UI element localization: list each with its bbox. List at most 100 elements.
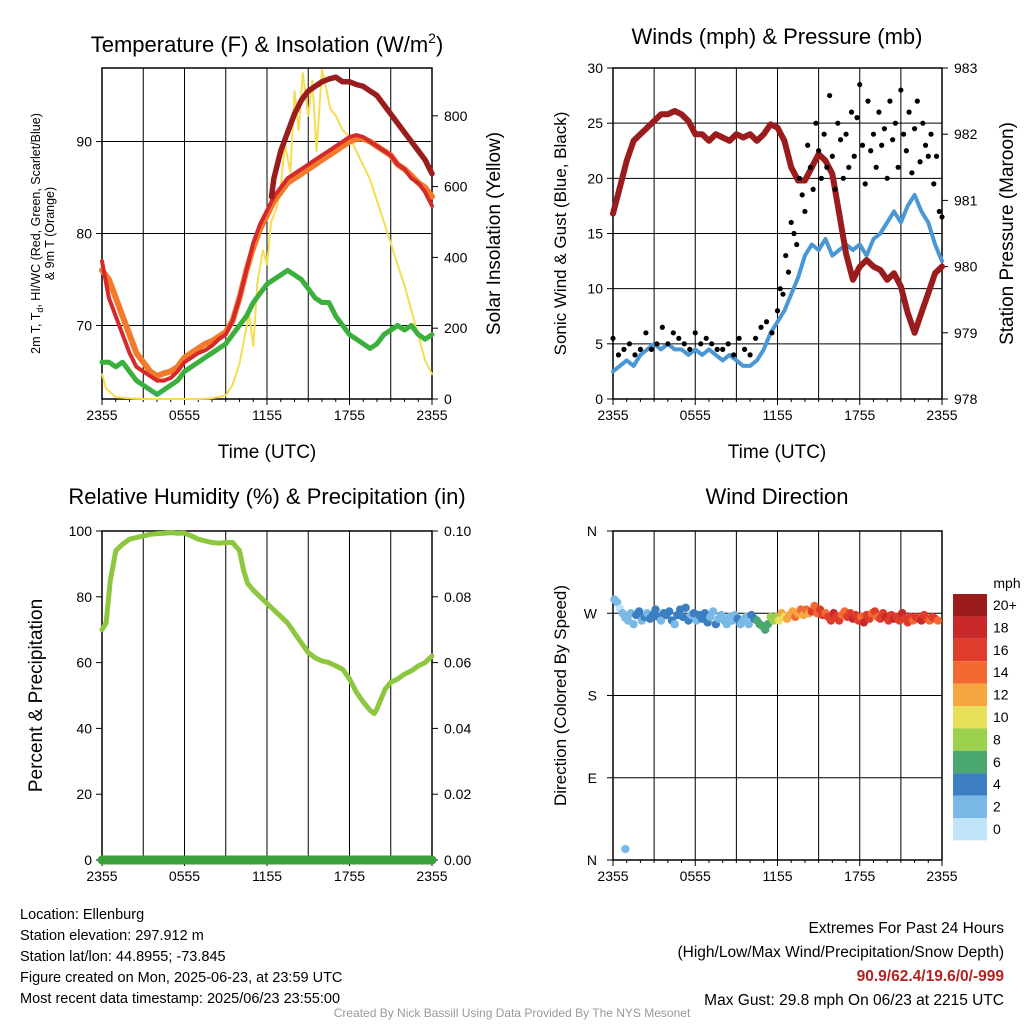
colorbar-swatch <box>953 750 987 774</box>
latlon-text: Station lat/lon: 44.8955; -73.845 <box>20 949 226 965</box>
direction-point <box>744 620 753 629</box>
y-tick-label: 15 <box>587 226 603 242</box>
y-tick-label: W <box>584 605 598 621</box>
gust-point <box>742 346 748 352</box>
gust-point <box>692 330 698 336</box>
y-right-tick-label: 200 <box>444 320 468 336</box>
y-tick-label: 90 <box>76 134 92 150</box>
direction-point <box>629 620 638 629</box>
gust-point <box>832 186 838 192</box>
y-tick-label: 25 <box>587 115 603 131</box>
y-right-tick-label: 978 <box>954 391 978 407</box>
gust-point <box>794 241 800 248</box>
y-right-tick-label: 0.10 <box>444 523 471 539</box>
gust-point <box>901 131 907 137</box>
gust-point <box>890 137 896 143</box>
gust-point <box>791 230 797 237</box>
extremes-panel: Extremes For Past 24 Hours (High/Low/Max… <box>678 917 1005 1013</box>
gust-point <box>906 109 912 115</box>
gust-point <box>805 142 811 148</box>
colorbar-swatch <box>953 661 987 684</box>
rh-series-line <box>99 530 435 717</box>
gust-point <box>698 341 704 347</box>
gust-point <box>648 346 654 352</box>
gust-point <box>810 186 816 192</box>
gust-point <box>769 330 775 336</box>
gust-point <box>785 269 792 275</box>
gust-point <box>868 148 874 154</box>
dew-series-line <box>99 267 435 397</box>
direction-point <box>612 598 622 607</box>
y-tick-label: 70 <box>76 317 92 333</box>
gust-point <box>637 346 644 352</box>
y-tick-label: S <box>588 688 597 704</box>
gust-point <box>709 341 715 347</box>
y-tick-label: E <box>588 770 597 786</box>
y-tick-label: 20 <box>76 786 92 802</box>
x-tick-label: 1755 <box>844 407 875 423</box>
x-tick-label: 2355 <box>416 868 447 884</box>
gust-point <box>879 142 885 148</box>
gust-point <box>829 153 835 159</box>
gust-point <box>687 346 693 352</box>
chart-title: Wind Direction <box>705 484 848 509</box>
recent-data-text: Most recent data timestamp: 2025/06/23 2… <box>20 991 341 1007</box>
gust-point <box>835 120 841 126</box>
gust-point <box>818 175 824 181</box>
gust-point <box>925 153 931 159</box>
y-right-tick-label: 982 <box>954 126 978 142</box>
y-axis-label: Sonic Wind & Gust (Blue, Black) <box>551 112 570 356</box>
y-tick-label: 0 <box>595 391 603 407</box>
colorbar-label: 20+ <box>993 597 1017 613</box>
chart-title: Relative Humidity (%) & Precipitation (i… <box>68 484 465 509</box>
gust-point <box>857 81 863 88</box>
gust-point <box>807 164 814 170</box>
colorbar-swatch <box>953 594 987 617</box>
gust-point <box>887 98 893 104</box>
x-axis-label: Time (UTC) <box>728 442 827 463</box>
colorbar-label: 14 <box>993 664 1009 680</box>
gust-point <box>670 330 676 336</box>
y-tick-label: N <box>587 852 597 868</box>
direction-point <box>656 616 666 625</box>
colorbar-swatch <box>953 638 987 662</box>
x-tick-label: 0555 <box>169 407 200 423</box>
y-axis-label: 2m T, Td, HI/WC (Red, Green, Scarlet/Blu… <box>29 113 57 354</box>
panel-2: 2355 0555 1155 1755 235505101520253097897998… <box>551 24 1018 463</box>
gust-point <box>676 335 682 341</box>
y-right-tick-label: 400 <box>444 249 468 265</box>
chart-title: Winds (mph) & Pressure (mb) <box>632 24 923 49</box>
colorbar-swatch <box>953 683 987 706</box>
gust-point <box>884 175 890 181</box>
direction-point <box>933 616 943 625</box>
colorbar-swatch <box>953 616 987 639</box>
y-right-tick-label: 979 <box>954 325 978 341</box>
gust-point <box>821 131 827 137</box>
y-tick-label: 20 <box>587 170 603 186</box>
gust-point <box>881 126 888 132</box>
panel-1: 2355 0555 1155 1755 2355 70 80 90 0 200 400 600 800 T… <box>29 30 505 463</box>
gust-point <box>846 164 852 170</box>
gust-point <box>851 153 857 159</box>
y-axis-label: Percent & Precipitation <box>26 599 47 792</box>
x-tick-label: 2355 <box>86 868 117 884</box>
gust-point <box>752 335 759 341</box>
gust-point <box>774 308 781 314</box>
gust-point <box>777 286 783 292</box>
gust-point <box>898 87 904 93</box>
gust-point <box>780 291 786 297</box>
colorbar-label: 0 <box>993 821 1001 837</box>
extremes-title: Extremes For Past 24 Hours <box>808 920 1004 937</box>
y-right-tick-label: 981 <box>954 192 978 208</box>
gust-point <box>859 142 866 148</box>
gust-point <box>665 341 671 347</box>
solar-series-line <box>101 68 433 400</box>
heat_index-series-line <box>268 74 435 200</box>
gust-point <box>824 164 830 170</box>
x-tick-label: 1155 <box>252 407 282 423</box>
gust-point <box>920 120 926 126</box>
y-right-tick-label: 980 <box>954 259 978 275</box>
x-tick-label: 2355 <box>597 868 628 884</box>
gust-point <box>731 352 737 358</box>
created-text: Figure created on Mon, 2025-06-23, at 23… <box>20 970 343 986</box>
